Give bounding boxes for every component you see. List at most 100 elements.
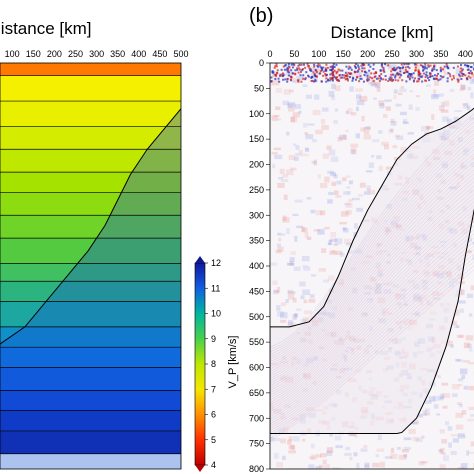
panel-b-noise (390, 121, 397, 126)
panel-b-x-tick-label: 250 (385, 49, 400, 59)
panel-b-top-noise (307, 75, 310, 78)
panel-b-reflector (270, 129, 474, 357)
panel-b-noise (400, 68, 405, 74)
panel-b-noise (458, 403, 463, 408)
panel-b-reflector (270, 221, 474, 413)
panel-b-noise (344, 452, 352, 456)
panel-b-noise (383, 114, 388, 118)
panel-b-noise (465, 251, 472, 254)
panel-b-top-noise (329, 78, 332, 81)
panel-b-label: (b) (249, 5, 273, 27)
panel-b-reflector (270, 169, 474, 381)
panel-b-frame (269, 62, 474, 470)
panel-b-top-noise (401, 67, 404, 70)
panel-b-top-noise (407, 65, 410, 68)
panel-b-noise (443, 71, 448, 76)
panel-b-top-noise (362, 80, 365, 83)
panel-b-noise (455, 424, 464, 430)
panel-b-top-noise (422, 66, 425, 69)
panel-b-noise (277, 286, 281, 293)
panel-b-noise (347, 191, 351, 195)
panel-b-top-noise (406, 71, 409, 74)
panel-b-top-noise (425, 79, 428, 82)
panel-b-top-noise (408, 76, 411, 79)
panel-b-top-noise (351, 79, 354, 82)
panel-b-noise (330, 231, 337, 238)
panel-b-top-noise (332, 76, 335, 79)
panel-b-noise (303, 310, 312, 315)
panel-b-reflector (270, 161, 474, 377)
panel-b-top-noise (286, 80, 289, 83)
panel-b-top-noise (330, 72, 333, 75)
panel-b-top-noise (366, 80, 369, 83)
panel-b-top-noise (410, 73, 413, 76)
panel-b-y-tick-label: 150 (249, 134, 264, 144)
panel-b-top-noise (379, 69, 382, 72)
panel-b-noise (353, 71, 361, 75)
panel-b-noise (322, 153, 329, 159)
panel-b-top-noise (344, 71, 347, 74)
panel-b-noise (346, 186, 351, 189)
panel-b-noise (295, 152, 302, 156)
panel-a-velocity-layer (0, 172, 181, 193)
panel-b-noise (457, 433, 465, 437)
panel-b-noise (355, 106, 359, 112)
panel-a-velocity-layer (0, 215, 181, 239)
panel-b-noise (301, 256, 310, 262)
colorbar: 4 5 6 7 8 9 10 11 12 V_P [km/s] (194, 256, 239, 472)
panel-b-noise (376, 155, 382, 160)
panel-b-x-tick-label: 400 (458, 49, 473, 59)
panel-b-top-noise (299, 68, 302, 71)
panel-b-reflector (270, 149, 474, 369)
colorbar-bar (194, 262, 206, 466)
panel-b-noise (425, 126, 434, 129)
panel-b-noise (390, 453, 398, 459)
panel-b-top-noise (324, 69, 327, 72)
panel-b-noise (277, 232, 282, 235)
panel-b-noise (270, 436, 275, 442)
panel-b-top-noise (331, 66, 334, 69)
panel-b-top-noise (445, 63, 448, 66)
panel-b-top-noise (424, 73, 427, 76)
panel-b-top-noise (439, 75, 442, 78)
panel-b-top-noise (467, 75, 470, 78)
panel-b-noise (349, 432, 357, 437)
panel-b-top-noise (280, 68, 283, 71)
panel-b-noise (280, 319, 287, 323)
panel-b-top-noise (377, 77, 380, 80)
panel-b-noise (350, 146, 357, 152)
panel-b-y-tick-label: 450 (249, 286, 264, 296)
panel-b-reflector (270, 125, 474, 355)
panel-b-noise (460, 85, 466, 90)
panel-b-top-noise (456, 78, 459, 81)
panel-b-noise (337, 467, 343, 469)
panel-b-noise (331, 181, 337, 186)
panel-b-top-noise (447, 72, 450, 75)
panel-b-noise (342, 177, 347, 182)
panel-b-noise (442, 451, 446, 455)
panel-b-noise (302, 265, 309, 268)
panel-b-noise (282, 455, 286, 461)
panel-b-noise (470, 92, 474, 99)
panel-b-top-noise (371, 77, 374, 80)
panel-b-top-noise (409, 75, 412, 78)
panel-a-x-tick-label: 250 (68, 49, 83, 59)
panel-b-top-noise (422, 69, 425, 72)
panel-b-top-noise (460, 77, 463, 80)
panel-b-noise (378, 100, 385, 103)
panel-b-noise (374, 82, 381, 89)
panel-a-x-tick-label: 350 (110, 49, 125, 59)
panel-b-noise (373, 82, 381, 87)
panel-b-top-noise (286, 78, 289, 81)
panel-b-noise (393, 89, 398, 94)
panel-b-noise (442, 116, 449, 122)
panel-b-top-noise (466, 78, 469, 81)
panel-b-noise (463, 342, 470, 349)
panel-b-top-noise (437, 79, 440, 82)
panel-b-top-noise (304, 77, 307, 80)
panel-b-top-noise (396, 71, 399, 74)
panel-b-noise (320, 118, 326, 125)
panel-b-noise (354, 431, 358, 438)
panel-b-noise (302, 317, 309, 322)
panel-b-reflector (270, 141, 474, 365)
